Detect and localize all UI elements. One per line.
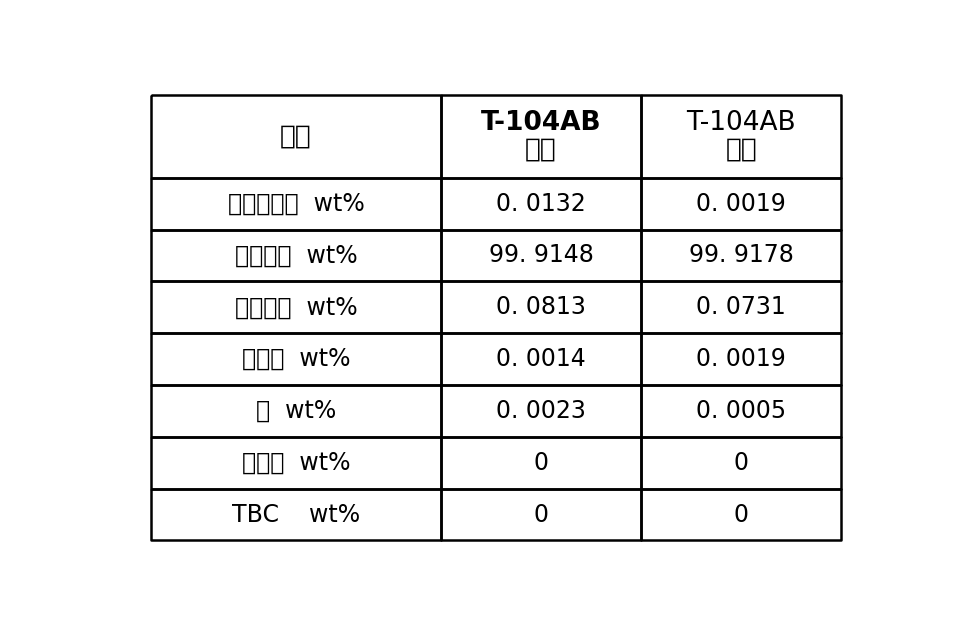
Text: 0: 0 <box>533 503 549 526</box>
Text: 低沸点杂质  wt%: 低沸点杂质 wt% <box>227 192 364 216</box>
Text: 0. 0132: 0. 0132 <box>496 192 586 216</box>
Text: 99. 9148: 99. 9148 <box>489 243 593 267</box>
Text: 水  wt%: 水 wt% <box>256 399 336 423</box>
Text: 进料: 进料 <box>525 136 557 162</box>
Text: 0: 0 <box>734 503 748 526</box>
Text: 0. 0023: 0. 0023 <box>496 399 586 423</box>
Text: 0. 0005: 0. 0005 <box>696 399 786 423</box>
Text: 0. 0019: 0. 0019 <box>696 347 786 371</box>
Text: 己烷馏分  wt%: 己烷馏分 wt% <box>234 295 357 320</box>
Text: 二聚物  wt%: 二聚物 wt% <box>242 347 350 371</box>
Text: 0. 0731: 0. 0731 <box>696 295 786 320</box>
Text: 异戊二烯  wt%: 异戊二烯 wt% <box>234 243 357 267</box>
Text: 0. 0813: 0. 0813 <box>496 295 586 320</box>
Text: 99. 9178: 99. 9178 <box>688 243 794 267</box>
Text: 0. 0014: 0. 0014 <box>496 347 586 371</box>
Text: T-104AB: T-104AB <box>686 110 796 136</box>
Text: 高沸物  wt%: 高沸物 wt% <box>242 451 350 475</box>
Text: TBC    wt%: TBC wt% <box>232 503 360 526</box>
Text: 0. 0019: 0. 0019 <box>696 192 786 216</box>
Text: 0: 0 <box>533 451 549 475</box>
Text: 名称: 名称 <box>280 123 312 149</box>
Text: T-104AB: T-104AB <box>481 110 601 136</box>
Text: 0: 0 <box>734 451 748 475</box>
Text: 出料: 出料 <box>725 136 757 162</box>
